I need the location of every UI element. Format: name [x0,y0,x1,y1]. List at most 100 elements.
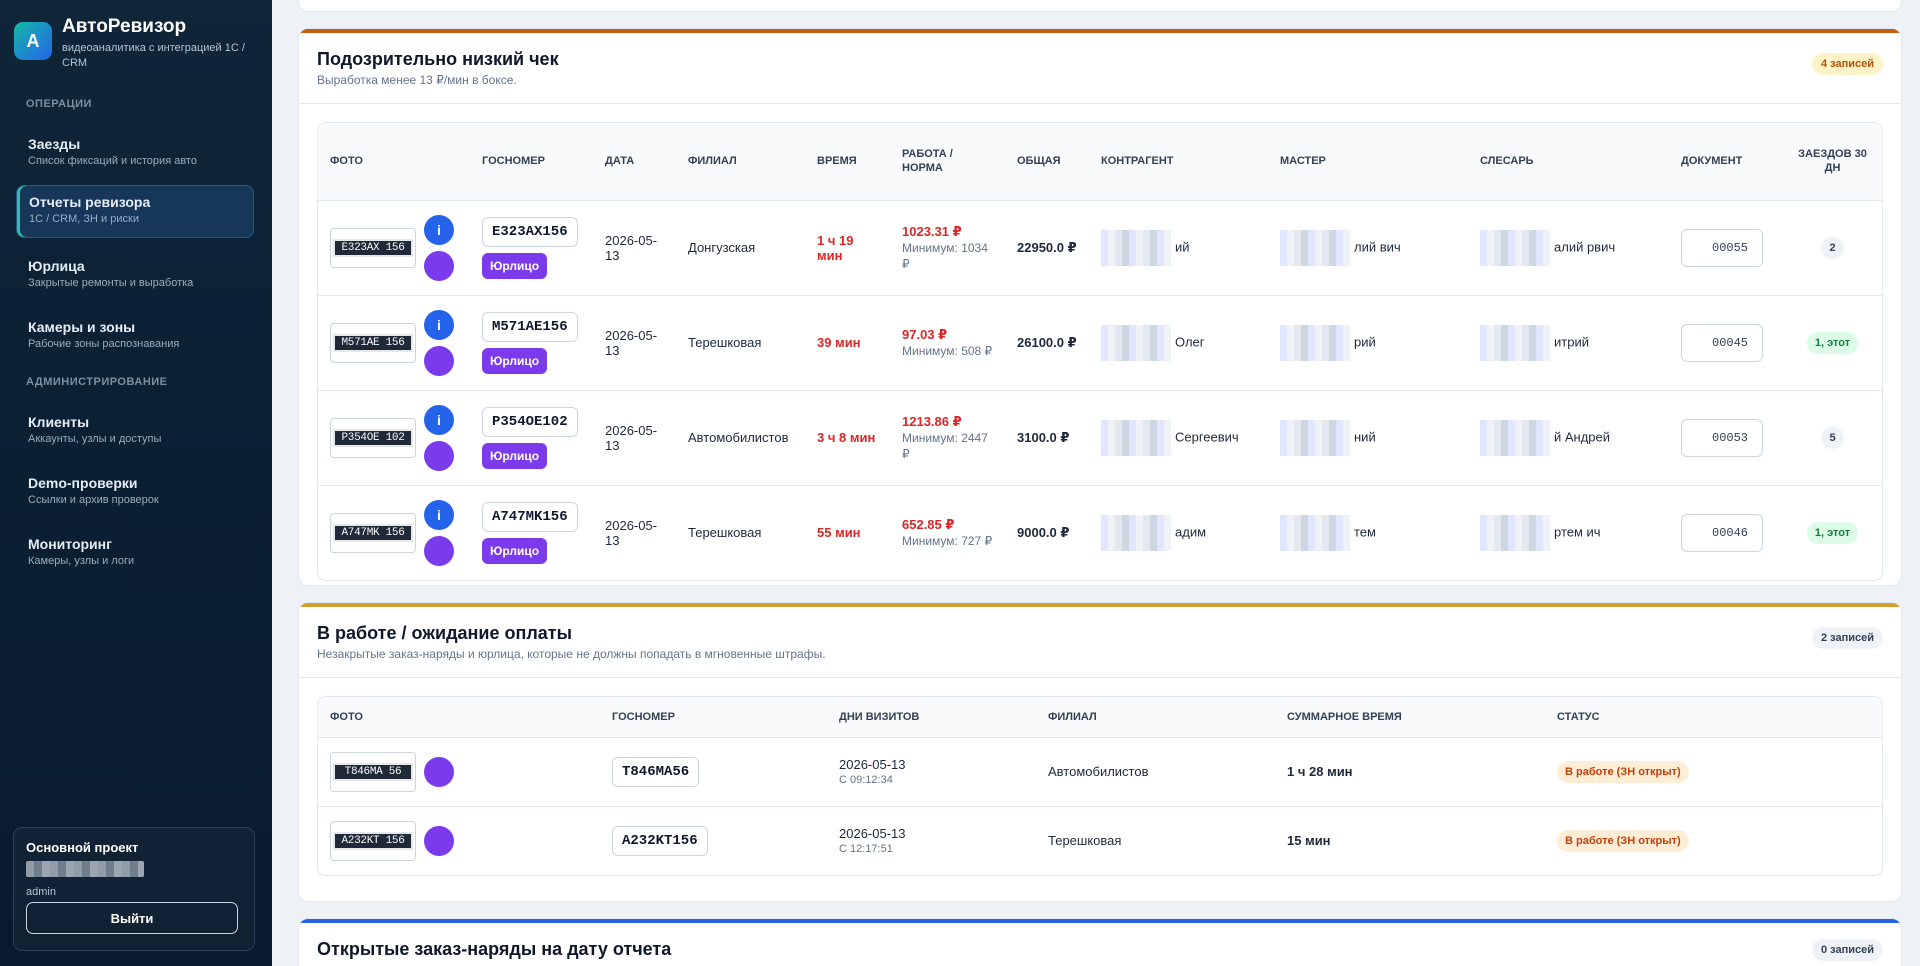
work-amount: 1023.31 ₽ [902,223,962,239]
document-link[interactable]: 00045 [1681,323,1763,362]
app-title: АвтоРевизор [62,16,187,37]
card-accent-bar [299,919,1901,923]
sidebar-item-label: Камеры и зоны [28,319,136,335]
table-row[interactable]: E323AX 156 i E323AX156 Юрлицо 2026-05-13 Донг… [318,200,1882,296]
total-amount: 22950.0 ₽ [1005,200,1089,296]
visit-date: 2026-05-13 [839,826,906,842]
plate-photo[interactable]: E323AX 156 [330,227,416,268]
plate-number[interactable]: T846MA56 [612,756,700,787]
fitter: итрий [1554,333,1589,349]
logout-button[interactable]: Выйти [26,902,238,934]
info-icon[interactable]: i [424,214,454,245]
col-header: ФОТО [318,697,600,738]
sidebar-item-legal-entities[interactable]: Юрлица Закрытые ремонты и выработка [16,250,254,303]
visit-date: 2026-05-13 [839,757,906,772]
sidebar-item-demo-checks[interactable]: Demo-проверки Ссылки и архив проверок [16,467,254,520]
table-row[interactable]: T846MA 56 T846MA56 2026-05-13 С 09:12:34 Авт… [318,737,1882,807]
master: тем [1354,524,1376,540]
plate-photo[interactable]: A232KT 156 [330,820,416,861]
legal-entity-button[interactable]: Юрлицо [482,537,548,564]
work-amount: 97.03 ₽ [902,326,948,342]
document-link[interactable]: 00053 [1681,418,1763,457]
document-link[interactable]: 00055 [1681,228,1763,267]
plate-photo[interactable]: A747MK 156 [330,512,416,553]
card-title: Подозрительно низкий чек [317,49,559,69]
sidebar-item-auditor-reports[interactable]: Отчеты ревизора 1С / CRM, ЗН и риски [16,185,254,238]
sidebar-item-cameras-zones[interactable]: Камеры и зоны Рабочие зоны распознавания [16,311,254,364]
sidebar: A АвтоРевизор видеоаналитика с интеграци… [0,0,272,966]
table-row[interactable]: M571AE 156 i M571AE156 Юрлицо 2026-05-13 Тере… [318,295,1882,391]
card-title: В работе / ожидание оплаты [317,623,572,643]
visits-badge: 1, этот [1806,331,1859,354]
master: лий вич [1354,238,1401,254]
main-content: Подозрительно низкий чек Выработка менее… [272,0,1920,966]
duration: 39 мин [805,295,890,391]
duration: 55 мин [817,525,861,541]
legal-entity-button[interactable]: Юрлицо [482,442,548,469]
plate-number[interactable]: M571AE156 [482,311,578,342]
legal-entity-icon[interactable] [424,756,454,787]
total-duration: 15 мин [1287,833,1331,849]
col-header: ЗАЕЗДОВ 30 ДН [1781,123,1882,201]
nav-section-admin: АДМИНИСТРИРОВАНИЕ [26,376,168,388]
col-header: ДАТА [593,123,676,201]
legal-entity-icon[interactable] [424,440,454,471]
info-icon[interactable]: i [424,404,454,435]
sidebar-item-visits[interactable]: Заезды Список фиксаций и история авто [16,128,254,181]
col-header: ФИЛИАЛ [1036,697,1275,738]
legal-entity-icon[interactable] [424,250,454,281]
project-panel: Основной проект admin Выйти [13,827,255,951]
col-header: ОБЩАЯ [1005,123,1089,201]
status-badge: В работе (ЗН открыт) [1557,829,1689,852]
work-minimum: Минимум: 727 ₽ [902,533,993,548]
redacted-text [1480,514,1550,551]
legal-entity-button[interactable]: Юрлицо [482,347,548,374]
legal-entity-button[interactable]: Юрлицо [482,252,548,279]
contractor: Сергеевич [1175,428,1239,444]
branch: Автомобилистов [676,390,805,486]
col-header: КОНТРАГЕНТ [1089,123,1268,201]
duration: 1 ч 19 мин [805,200,890,296]
work-minimum: Минимум: 508 ₽ [902,343,993,358]
app-subtitle: видеоаналитика с интеграцией 1С / CRM [62,42,245,69]
col-header: ГОСНОМЕР [470,123,593,201]
branch: Автомобилистов [1036,737,1275,807]
plate-number[interactable]: P354OE102 [482,406,578,437]
info-icon[interactable]: i [424,309,454,340]
card-accent-bar [299,603,1901,607]
table-row[interactable]: A747MK 156 i A747MK156 Юрлицо 2026-05-13 Тере… [318,485,1882,580]
document-link[interactable]: 00046 [1681,513,1763,552]
legal-entity-icon[interactable] [424,535,454,566]
table-row[interactable]: A232KT 156 A232KT156 2026-05-13 С 12:17:51 Т… [318,806,1882,875]
contractor: Олег [1175,333,1205,349]
plate-number[interactable]: A232KT156 [612,825,708,856]
col-header: СЛЕСАРЬ [1468,123,1669,201]
sidebar-item-monitoring[interactable]: Мониторинг Камеры, узлы и логи [16,528,254,581]
table-row[interactable]: P354OE 102 i P354OE102 Юрлицо 2026-05-13 Авто… [318,390,1882,486]
card-subtitle: Незакрытые заказ-наряды и юрлица, которы… [317,647,826,661]
plate-photo[interactable]: M571AE 156 [330,322,416,363]
sidebar-item-label: Клиенты [28,414,90,430]
fitter: ртем ич [1554,524,1601,540]
sidebar-item-sub: Ссылки и архив проверок [28,494,159,506]
sidebar-item-clients[interactable]: Клиенты Аккаунты, узлы и доступы [16,406,254,459]
plate-photo[interactable]: P354OE 102 [330,417,416,458]
visits-badge: 5 [1821,426,1844,449]
legal-entity-icon[interactable] [424,345,454,376]
previous-card-bottom [298,0,1902,12]
card-title: Открытые заказ-наряды на дату отчета [317,939,672,959]
work-minimum: Минимум: 1034 ₽ [902,240,988,271]
redacted-text [1480,324,1550,361]
plate-number[interactable]: E323AX156 [482,216,578,247]
col-header: ДОКУМЕНТ [1669,123,1781,201]
plate-photo-text: A232KT 156 [333,831,413,850]
branch: Донгузская [676,200,805,296]
plate-photo[interactable]: T846MA 56 [330,751,416,792]
redacted-text [1101,419,1171,456]
info-icon[interactable]: i [424,499,454,530]
legal-entity-icon[interactable] [424,825,454,856]
in-work-table: ФОТО ГОСНОМЕР ДНИ ВИЗИТОВ ФИЛИАЛ СУММАРН… [317,696,1883,876]
status-badge: В работе (ЗН открыт) [1557,760,1689,783]
plate-number[interactable]: A747MK156 [482,501,578,532]
app-logo: A [14,22,52,60]
